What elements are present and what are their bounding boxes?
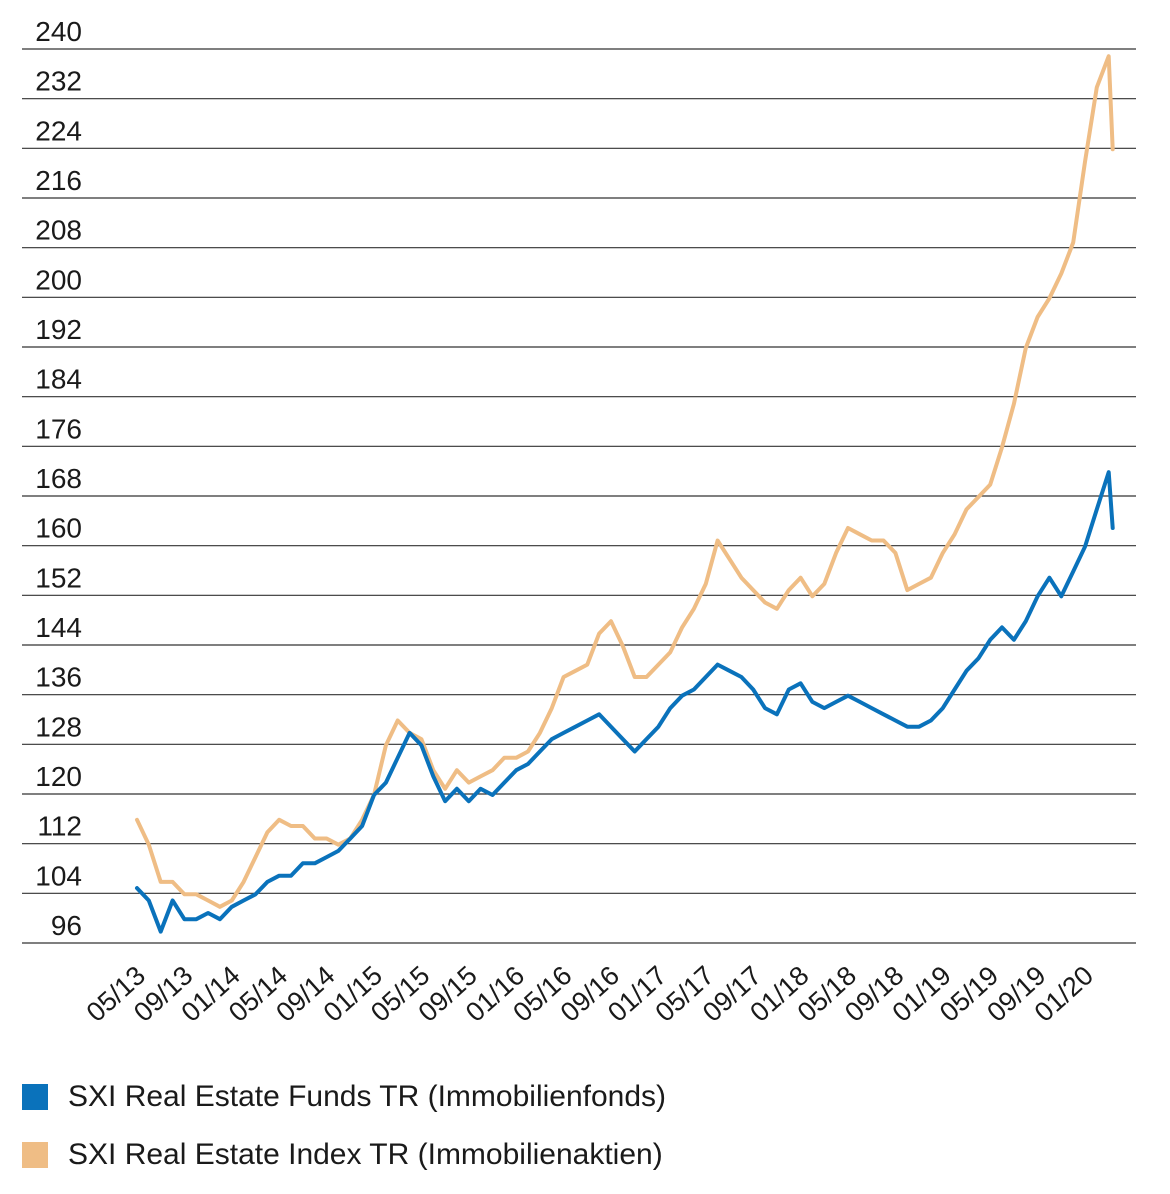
y-tick-label: 200 (35, 264, 82, 295)
y-tick-label: 144 (35, 612, 82, 643)
y-tick-label: 232 (35, 66, 82, 97)
y-tick-label: 96 (51, 910, 82, 941)
y-tick-label: 104 (35, 860, 82, 891)
y-tick-label: 128 (35, 711, 82, 742)
legend-swatch-funds (22, 1084, 48, 1110)
gridlines (22, 48, 1136, 944)
line-chart: 96 104 112 120 128 136 144 152 160 168 176 184 192 20… (22, 16, 1136, 1028)
y-tick-label: 120 (35, 761, 82, 792)
y-tick-label: 152 (35, 562, 82, 593)
y-tick-label: 208 (35, 215, 82, 246)
x-axis-ticks: 05/1309/1301/1405/1409/1401/1505/1509/15… (81, 960, 1099, 1028)
y-tick-label: 112 (37, 811, 82, 842)
series-line-index (135, 54, 1115, 909)
y-tick-label: 176 (35, 413, 82, 444)
y-tick-label: 184 (35, 364, 82, 395)
legend-item-funds: SXI Real Estate Funds TR (Immobilienfond… (22, 1068, 666, 1126)
y-tick-label: 168 (35, 463, 82, 494)
legend: SXI Real Estate Funds TR (Immobilienfond… (22, 1068, 666, 1184)
y-tick-label: 224 (35, 115, 82, 146)
y-tick-label: 160 (35, 513, 82, 544)
legend-label-funds: SXI Real Estate Funds TR (Immobilienfond… (68, 1080, 667, 1113)
y-tick-label: 240 (35, 16, 82, 47)
series-line-funds (135, 470, 1115, 934)
legend-item-index: SXI Real Estate Index TR (Immobilienakti… (22, 1126, 666, 1184)
y-tick-label: 192 (35, 314, 82, 345)
series-lines (135, 54, 1115, 934)
y-axis-ticks: 96 104 112 120 128 136 144 152 160 168 176 184 192 20… (35, 16, 82, 941)
legend-label-index: SXI Real Estate Index TR (Immobilienakti… (68, 1138, 663, 1171)
y-tick-label: 136 (35, 662, 82, 693)
legend-swatch-index (22, 1142, 48, 1168)
y-tick-label: 216 (35, 165, 82, 196)
